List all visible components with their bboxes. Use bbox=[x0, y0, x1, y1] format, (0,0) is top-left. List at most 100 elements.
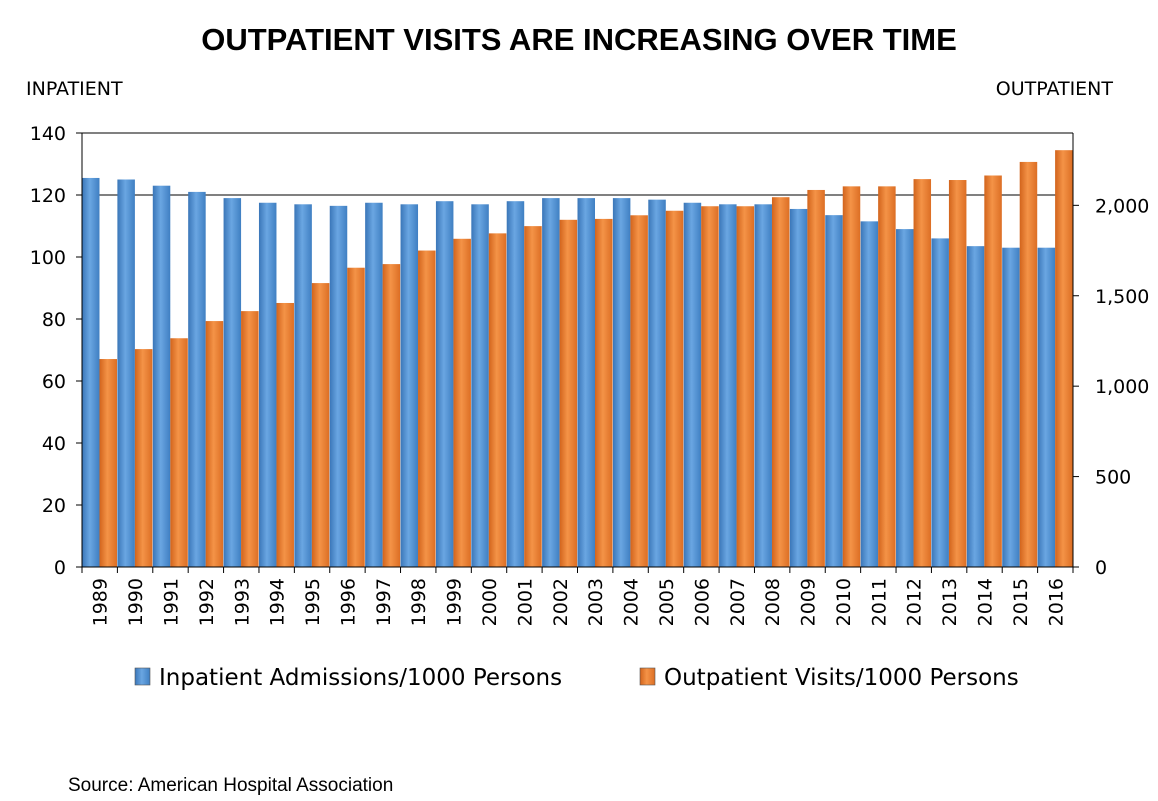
left-axis-title: INPATIENT bbox=[26, 78, 123, 100]
x-tick-label: 1989 bbox=[90, 578, 112, 626]
x-tick-label: 2003 bbox=[585, 578, 607, 626]
inpatient-bar bbox=[789, 208, 808, 567]
outpatient-bar bbox=[276, 302, 294, 567]
outpatient-bar bbox=[382, 264, 401, 567]
inpatient-bar bbox=[258, 202, 277, 567]
outpatient-bar bbox=[878, 186, 896, 567]
outpatient-bar bbox=[488, 233, 507, 568]
x-tick-label: 2006 bbox=[691, 578, 713, 626]
right-tick-label: 0 bbox=[1095, 557, 1107, 579]
outpatient-bar bbox=[595, 218, 613, 567]
right-tick-label: 1,500 bbox=[1095, 286, 1149, 308]
inpatient-bar bbox=[294, 204, 312, 568]
right-axis-title: OUTPATIENT bbox=[996, 78, 1114, 100]
outpatient-bar bbox=[347, 267, 365, 567]
x-tick-label: 2013 bbox=[939, 578, 961, 626]
x-tick-label: 2004 bbox=[621, 578, 643, 626]
outpatient-bar bbox=[842, 186, 861, 567]
left-tick-label: 140 bbox=[30, 123, 66, 145]
outpatient-bar bbox=[453, 238, 471, 568]
x-tick-label: 2000 bbox=[479, 578, 501, 626]
inpatient-bar bbox=[435, 201, 454, 567]
left-tick-label: 60 bbox=[42, 371, 66, 393]
inpatient-bar bbox=[577, 198, 595, 567]
outpatient-bar bbox=[1055, 150, 1073, 567]
outpatient-bar bbox=[701, 206, 719, 568]
x-tick-label: 1997 bbox=[373, 578, 395, 626]
outpatient-bar bbox=[948, 180, 967, 567]
plot-area: 0 20 40 60 80 100 120 140 0 500 1,000 1,500 2,000 198… bbox=[30, 123, 1150, 626]
outpatient-bar bbox=[665, 210, 684, 567]
outpatient-bar bbox=[241, 311, 259, 567]
outpatient-bar bbox=[984, 175, 1002, 567]
x-tick-label: 2005 bbox=[656, 578, 678, 626]
x-tick-label: 1999 bbox=[444, 578, 466, 626]
outpatient-bar bbox=[807, 189, 825, 567]
x-tick-label: 2002 bbox=[550, 578, 572, 626]
inpatient-bar bbox=[648, 199, 666, 567]
inpatient-bar bbox=[188, 191, 206, 567]
source-note: Source: American Hospital Association bbox=[68, 775, 393, 796]
x-tick-label: 1994 bbox=[267, 578, 289, 626]
x-tick-label: 2014 bbox=[975, 578, 997, 626]
outpatient-bar bbox=[134, 349, 153, 567]
outpatient-bar bbox=[170, 338, 188, 567]
inpatient-bar bbox=[860, 221, 879, 567]
inpatient-bar bbox=[825, 215, 843, 567]
outpatient-bar bbox=[311, 283, 330, 567]
x-tick-label: 1998 bbox=[408, 578, 430, 626]
outpatient-bar bbox=[99, 359, 117, 567]
outpatient-bar bbox=[559, 219, 578, 568]
x-tick-label: 2011 bbox=[868, 578, 890, 626]
outpatient-bar bbox=[736, 206, 755, 568]
inpatient-bar bbox=[471, 204, 489, 568]
x-tick-label: 1996 bbox=[337, 578, 359, 626]
inpatient-bar bbox=[152, 185, 171, 567]
x-tick-label: 2016 bbox=[1045, 578, 1067, 626]
legend-swatch-outpatient bbox=[639, 667, 656, 686]
right-tick-label: 500 bbox=[1095, 467, 1131, 489]
inpatient-bar bbox=[329, 205, 348, 567]
x-tick-label: 2001 bbox=[514, 578, 536, 626]
right-tick-label: 1,000 bbox=[1095, 376, 1149, 398]
chart-title: OUTPATIENT VISITS ARE INCREASING OVER TI… bbox=[201, 22, 957, 57]
right-tick-label: 2,000 bbox=[1095, 195, 1149, 217]
legend-swatch-inpatient bbox=[134, 667, 151, 686]
inpatient-bar bbox=[400, 204, 419, 568]
inpatient-bar bbox=[719, 204, 737, 568]
left-tick-label: 100 bbox=[30, 247, 66, 269]
outpatient-bar bbox=[418, 250, 436, 568]
x-tick-label: 2007 bbox=[727, 578, 749, 626]
x-tick-label: 1995 bbox=[302, 578, 324, 626]
x-tick-label: 2012 bbox=[904, 578, 926, 626]
x-tick-label: 1990 bbox=[125, 578, 147, 626]
left-tick-label: 0 bbox=[54, 557, 66, 579]
outpatient-bar bbox=[630, 215, 648, 567]
inpatient-bar bbox=[223, 198, 242, 567]
inpatient-bar bbox=[542, 198, 560, 567]
inpatient-bar bbox=[683, 202, 702, 567]
inpatient-bar bbox=[1002, 247, 1020, 567]
x-tick-label: 2008 bbox=[762, 578, 784, 626]
legend: Inpatient Admissions/1000 Persons Outpati… bbox=[134, 665, 1019, 691]
outpatient-bar bbox=[524, 226, 542, 567]
outpatient-bar bbox=[1019, 161, 1038, 567]
inpatient-bar bbox=[365, 202, 383, 567]
outpatient-bar bbox=[771, 197, 790, 567]
inpatient-bar bbox=[1037, 247, 1056, 567]
inpatient-bar bbox=[896, 229, 914, 567]
legend-label-outpatient: Outpatient Visits/1000 Persons bbox=[664, 665, 1019, 691]
legend-label-inpatient: Inpatient Admissions/1000 Persons bbox=[159, 665, 562, 691]
inpatient-bar bbox=[754, 204, 772, 568]
left-tick-label: 40 bbox=[42, 433, 66, 455]
inpatient-bar bbox=[612, 198, 631, 567]
x-tick-label: 1993 bbox=[231, 578, 253, 626]
outpatient-bar bbox=[205, 321, 224, 567]
outpatient-bar bbox=[913, 179, 932, 568]
x-tick-label: 1992 bbox=[196, 578, 218, 626]
x-tick-label: 2015 bbox=[1010, 578, 1032, 626]
left-tick-label: 120 bbox=[30, 185, 66, 207]
inpatient-bar bbox=[931, 238, 949, 567]
inpatient-bar bbox=[117, 179, 135, 567]
